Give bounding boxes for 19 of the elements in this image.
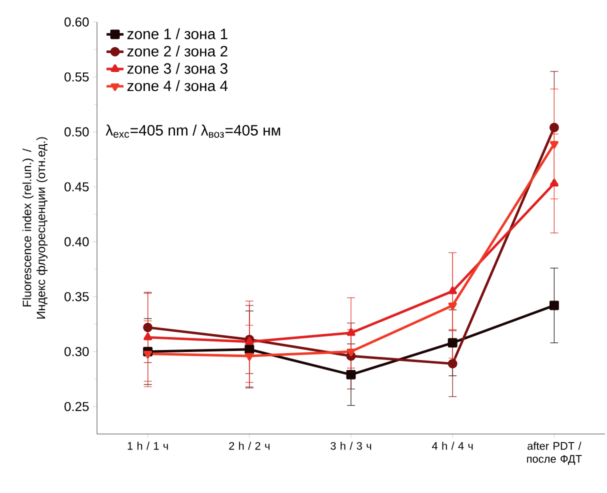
y-tick-label: 0.60 xyxy=(64,17,89,27)
y-tick-label: 0.30 xyxy=(64,347,89,356)
y-axis-title: Fluorescence index (rel.un.) / Индекс флуоресценции (отн.ед.) xyxy=(22,137,48,319)
legend-label: zone 2 / зона 2 xyxy=(127,46,228,57)
x-tick-label: 2 h / 2 ч xyxy=(229,442,270,450)
legend-label: zone 1 / зона 1 xyxy=(127,28,228,40)
x-tick-label: 1 h / 1 ч xyxy=(128,442,168,450)
annotation: λ$_{exc}$=405 nm / λ$_{воз}$=405 нм xyxy=(106,124,280,138)
y-tick-label: 0.25 xyxy=(64,402,89,412)
x-tick-label: 3 h / 3 ч xyxy=(330,442,372,450)
legend-label: zone 3 / зона 3 xyxy=(127,62,228,74)
y-tick-label: 0.55 xyxy=(64,72,89,82)
y-tick-label: 0.40 xyxy=(64,237,89,246)
legend-label: zone 4 / зона 4 xyxy=(127,80,228,92)
y-tick-label: 0.35 xyxy=(64,292,89,302)
x-tick-label: after PDT / после ФДТ xyxy=(527,442,582,465)
y-tick-label: 0.45 xyxy=(64,182,89,192)
y-tick-label: 0.50 xyxy=(64,127,89,136)
x-tick-label: 4 h / 4 ч xyxy=(432,442,473,450)
